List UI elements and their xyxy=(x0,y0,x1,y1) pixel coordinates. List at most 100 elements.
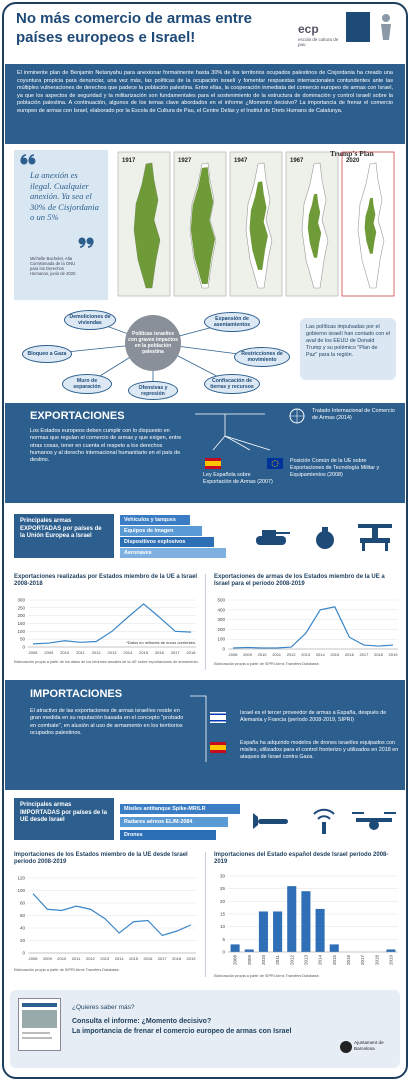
policy-node: Muro de separación xyxy=(62,374,112,394)
y-tick-label: 25 xyxy=(220,886,226,891)
y-tick-label: 300 xyxy=(17,598,25,603)
logo-icon xyxy=(378,12,394,42)
y-tick-label: 250 xyxy=(17,605,25,610)
y-tick-label: 50 xyxy=(20,637,26,642)
chart-source: Elaboración propia a partir de SIPRI Arm… xyxy=(14,968,199,973)
map-panel: 1917 xyxy=(118,152,170,296)
logo-text: ecp xyxy=(298,22,319,36)
x-tick-label: 2012 xyxy=(86,956,96,961)
policy-node: Restricciones de movimiento xyxy=(234,347,290,367)
weapon-item: Dispositivos explosivos xyxy=(120,537,214,547)
map-year: 1967 xyxy=(290,158,304,164)
line-series xyxy=(33,604,191,644)
x-tick-label: 2016 xyxy=(155,650,165,655)
quote-mark xyxy=(78,236,94,248)
map-year: 1927 xyxy=(178,158,192,164)
weapon-item: Equipos de imagen xyxy=(120,526,202,536)
weapon-item: Aeronaves xyxy=(120,548,226,558)
chart: 0501001502002503002008200920102011201220… xyxy=(8,596,200,658)
quote-author: Michelle Bachelet, Alta Comisionada de l… xyxy=(30,256,82,276)
x-tick-label: 2017 xyxy=(158,956,168,961)
x-tick-label: 2011 xyxy=(76,650,85,655)
x-tick-label: 2014 xyxy=(316,652,326,657)
x-tick-label: 2014 xyxy=(318,955,323,966)
x-tick-label: 2013 xyxy=(303,955,308,966)
weapon-item: Drones xyxy=(120,830,216,840)
bar xyxy=(330,944,339,952)
chart-note: *Datos en millones de euros corrientes. xyxy=(126,640,196,645)
y-tick-label: 120 xyxy=(17,876,25,881)
policy-node: Ofensivas y represión xyxy=(128,381,178,400)
x-tick-label: 2012 xyxy=(287,652,297,657)
y-tick-label: 60 xyxy=(20,913,26,918)
logo-subtext: escola de cultura de pau xyxy=(298,37,342,47)
y-tick-label: 150 xyxy=(17,621,25,626)
map-panel: 1927 xyxy=(174,152,226,296)
x-tick-label: 2010 xyxy=(261,955,266,966)
x-tick-label: 2016 xyxy=(346,955,351,966)
x-tick-label: 2015 xyxy=(139,650,149,655)
y-tick-label: 15 xyxy=(220,912,226,917)
x-tick-label: 2014 xyxy=(115,956,125,961)
chart-title: Exportaciones de armas de los Estados mi… xyxy=(214,574,400,588)
imports-title: IMPORTACIONES xyxy=(30,688,122,700)
y-tick-label: 500 xyxy=(217,598,225,603)
x-tick-label: 2009 xyxy=(43,956,53,961)
x-tick-label: 2010 xyxy=(57,956,67,961)
x-tick-label: 2010 xyxy=(258,652,268,657)
x-tick-label: 2015 xyxy=(330,652,340,657)
y-tick-label: 20 xyxy=(220,899,226,904)
divider xyxy=(205,852,206,977)
x-tick-label: 2017 xyxy=(360,955,365,966)
imports-graphics xyxy=(190,686,240,786)
x-tick-label: 2011 xyxy=(275,955,280,965)
x-tick-label: 2016 xyxy=(143,956,153,961)
exports-title: EXPORTACIONES xyxy=(30,410,125,422)
map-year: 2020 xyxy=(346,158,360,164)
x-tick-label: 2009 xyxy=(247,955,252,966)
weapons-title: Principales armas EXPORTADAS por países … xyxy=(14,514,114,558)
y-tick-label: 100 xyxy=(217,637,225,642)
y-tick-label: 10 xyxy=(220,924,226,929)
x-tick-label: 2008 xyxy=(229,652,239,657)
policy-center: Políticas israelíes con graves impactos … xyxy=(125,315,181,371)
y-tick-label: 30 xyxy=(220,874,226,879)
x-tick-label: 2012 xyxy=(289,955,294,966)
bar xyxy=(245,949,254,952)
page: No más comercio de armas entre países eu… xyxy=(0,0,410,1081)
framework: Tratado Internacional de Comercio de Arm… xyxy=(312,408,400,422)
chart-title: Importaciones del Estado español desde I… xyxy=(214,852,394,866)
x-tick-label: 2018 xyxy=(374,955,379,966)
x-tick-label: 2017 xyxy=(359,652,369,657)
bar xyxy=(273,911,282,952)
import-fact: España ha adquirido modelos de drones is… xyxy=(240,740,400,761)
x-tick-label: 2009 xyxy=(44,650,54,655)
x-tick-label: 2013 xyxy=(301,652,311,657)
intro: El inminente plan de Benjamin Netanyahu … xyxy=(5,64,405,144)
y-tick-label: 40 xyxy=(20,926,26,931)
y-tick-label: 100 xyxy=(17,629,25,634)
chart-title: Exportaciones realizadas por Estados mie… xyxy=(14,574,199,588)
weapons-title: Principales armas IMPORTADAS por países … xyxy=(14,798,114,840)
exports-text: Los Estados europeos deben cumplir con l… xyxy=(30,428,185,464)
x-tick-label: 2015 xyxy=(332,955,337,966)
bar xyxy=(231,944,240,952)
y-tick-label: 5 xyxy=(222,937,225,942)
import-fact: Israel es el tercer proveedor de armas a… xyxy=(240,710,400,724)
policy-node: Expansión de asentamientos xyxy=(204,312,260,332)
map-year: 1917 xyxy=(122,158,136,164)
x-tick-label: 2008 xyxy=(233,955,238,966)
map-year: 1947 xyxy=(234,158,248,164)
chart: 0100200300400500200820092010201120122013… xyxy=(208,596,402,660)
maps-title: Trump's Plan xyxy=(330,149,374,158)
x-tick-label: 2016 xyxy=(345,652,355,657)
x-tick-label: 2019 xyxy=(187,956,197,961)
footer-logo-icon xyxy=(340,1040,352,1054)
weapon-icons xyxy=(252,800,402,842)
weapon-item: Radares aéreos EL/M-2084 xyxy=(120,817,228,827)
map-panel: 1967 xyxy=(286,152,338,296)
y-tick-label: 400 xyxy=(217,607,225,612)
logo-box xyxy=(346,12,370,42)
imports-text: El atractivo de las exportaciones de arm… xyxy=(30,708,185,737)
x-tick-label: 2008 xyxy=(29,956,39,961)
